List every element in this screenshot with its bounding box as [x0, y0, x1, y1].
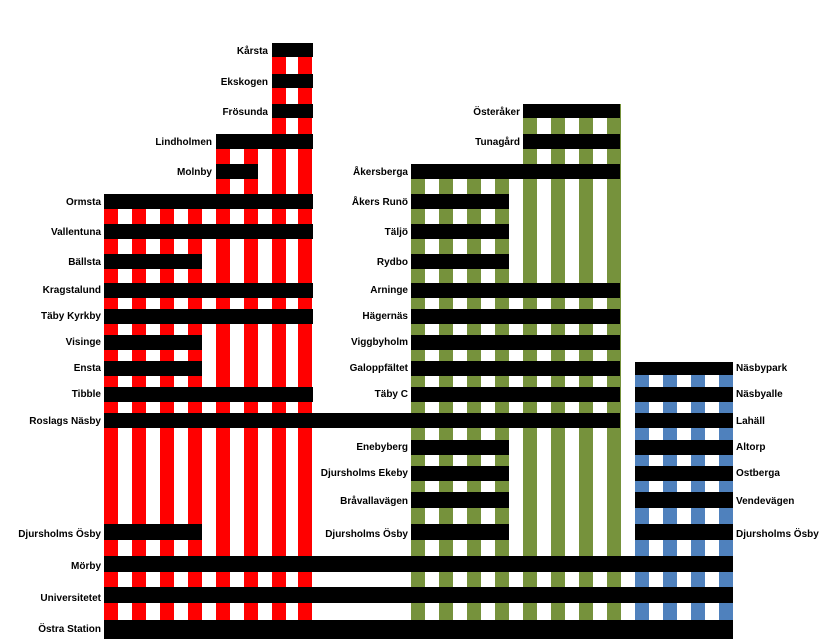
station-bar-djursholms-osby-blue [635, 524, 733, 540]
station-bar-djursholms-osby-red [104, 524, 202, 540]
station-label-nasbypark: Näsbypark [736, 363, 788, 374]
station-bar-enebyberg [411, 440, 509, 455]
station-label-akersberga: Åkersberga [353, 165, 408, 178]
station-label-djursholms-osby-red: Djursholms Ösby [18, 527, 101, 540]
station-bar-galoppfaltet [411, 361, 620, 376]
station-label-morby: Mörby [71, 561, 101, 572]
station-label-djursholms-osby-green: Djursholms Ösby [325, 527, 408, 540]
station-label-vendevagen: Vendevägen [736, 496, 794, 507]
station-label-ostra-station: Östra Station [38, 622, 101, 635]
station-bar-molnby [216, 164, 258, 179]
station-label-galoppfaltet: Galoppfältet [350, 363, 409, 374]
station-label-altorp: Altorp [736, 442, 765, 453]
station-label-taljo: Täljö [385, 227, 408, 238]
station-label-tibble: Tibble [72, 389, 102, 400]
station-label-ballsta: Bällsta [68, 257, 101, 268]
station-bar-ensta [104, 361, 202, 376]
red-branch-labels: Kårsta Ekskogen Frösunda Lindholmen Moln… [18, 45, 268, 635]
station-label-djursholms-ekeby: Djursholms Ekeby [321, 468, 409, 479]
station-bar-nasbyalle [635, 387, 733, 402]
station-bar-lindholmen [216, 134, 313, 149]
station-label-ormsta: Ormsta [66, 197, 101, 208]
station-label-hagernas: Hägernäs [362, 311, 408, 322]
station-bar-ormsta [104, 194, 313, 209]
station-bar-djursholms-ekeby [411, 466, 509, 481]
station-bars [104, 43, 733, 639]
station-bar-rydbo [411, 254, 509, 269]
station-bar-kragstalund [104, 283, 313, 298]
station-bar-visinge [104, 335, 202, 350]
station-label-vallentuna: Vallentuna [51, 227, 101, 238]
station-bar-lahall [635, 413, 733, 428]
station-label-universitetet: Universitetet [40, 593, 101, 604]
station-bar-morby [104, 556, 733, 572]
green-branch-labels: Österåker Tunagård Åkersberga Åkers Runö… [321, 105, 520, 540]
station-bar-vallentuna [104, 224, 313, 239]
station-label-molnby: Molnby [177, 167, 212, 178]
station-bar-tibble [104, 387, 313, 402]
station-label-ensta: Ensta [74, 363, 102, 374]
station-label-osteraker: Österåker [473, 105, 520, 118]
station-label-rydbo: Rydbo [377, 257, 408, 268]
station-bar-osteraker [523, 104, 620, 118]
station-label-taby-c: Täby C [375, 389, 408, 400]
station-bar-tunagard [523, 134, 620, 149]
station-bar-frosunda [272, 104, 313, 118]
station-bar-akers-runo [411, 194, 509, 209]
station-bar-nasbypark [635, 362, 733, 375]
station-label-karsta: Kårsta [237, 45, 269, 57]
station-label-arninge: Arninge [370, 285, 408, 296]
station-label-viggbyholm: Viggbyholm [351, 337, 408, 348]
station-label-lahall: Lahäll [736, 416, 765, 427]
station-bar-akersberga [411, 164, 620, 179]
station-label-lindholmen: Lindholmen [155, 137, 212, 148]
station-label-visinge: Visinge [66, 337, 102, 348]
station-label-akers-runo: Åkers Runö [352, 195, 408, 208]
station-label-tunagard: Tunagård [475, 136, 520, 148]
station-label-bravallavagen: Bråvallavägen [340, 495, 408, 507]
station-label-ekskogen: Ekskogen [221, 77, 268, 88]
station-bar-djursholms-osby-green [411, 524, 509, 540]
red-branch-stripe [298, 43, 312, 639]
station-label-kragstalund: Kragstalund [43, 285, 101, 296]
station-bar-taby-kyrkby [104, 309, 313, 324]
station-bar-ostra-station [104, 620, 733, 639]
station-label-ostberga: Ostberga [736, 468, 780, 479]
blue-branch-labels: Näsbypark Näsbyalle Lahäll Altorp Ostber… [736, 363, 819, 540]
station-label-frosunda: Frösunda [222, 107, 268, 118]
station-bar-taby-c [411, 387, 620, 402]
station-bar-altorp [635, 440, 733, 455]
station-bar-ostberga [635, 466, 733, 481]
station-label-roslags-nasby: Roslags Näsby [29, 416, 101, 427]
station-bar-taljo [411, 224, 509, 239]
station-bar-ballsta [104, 254, 202, 269]
red-branch-stripe [272, 43, 286, 639]
station-bar-bravallavagen [411, 492, 509, 508]
station-bar-arninge [411, 283, 620, 298]
station-bar-hagernas [411, 309, 620, 324]
station-label-enebyberg: Enebyberg [356, 442, 408, 453]
station-bar-roslags-nasby [104, 413, 620, 428]
station-label-djursholms-osby-blue: Djursholms Ösby [736, 527, 819, 540]
station-bar-viggbyholm [411, 335, 620, 350]
station-bar-ekskogen [272, 74, 313, 88]
station-label-taby-kyrkby: Täby Kyrkby [41, 311, 101, 322]
station-label-nasbyalle: Näsbyalle [736, 389, 783, 400]
station-bar-universitetet [104, 587, 733, 603]
station-bar-karsta [272, 43, 313, 57]
station-bar-vendevagen [635, 492, 733, 508]
